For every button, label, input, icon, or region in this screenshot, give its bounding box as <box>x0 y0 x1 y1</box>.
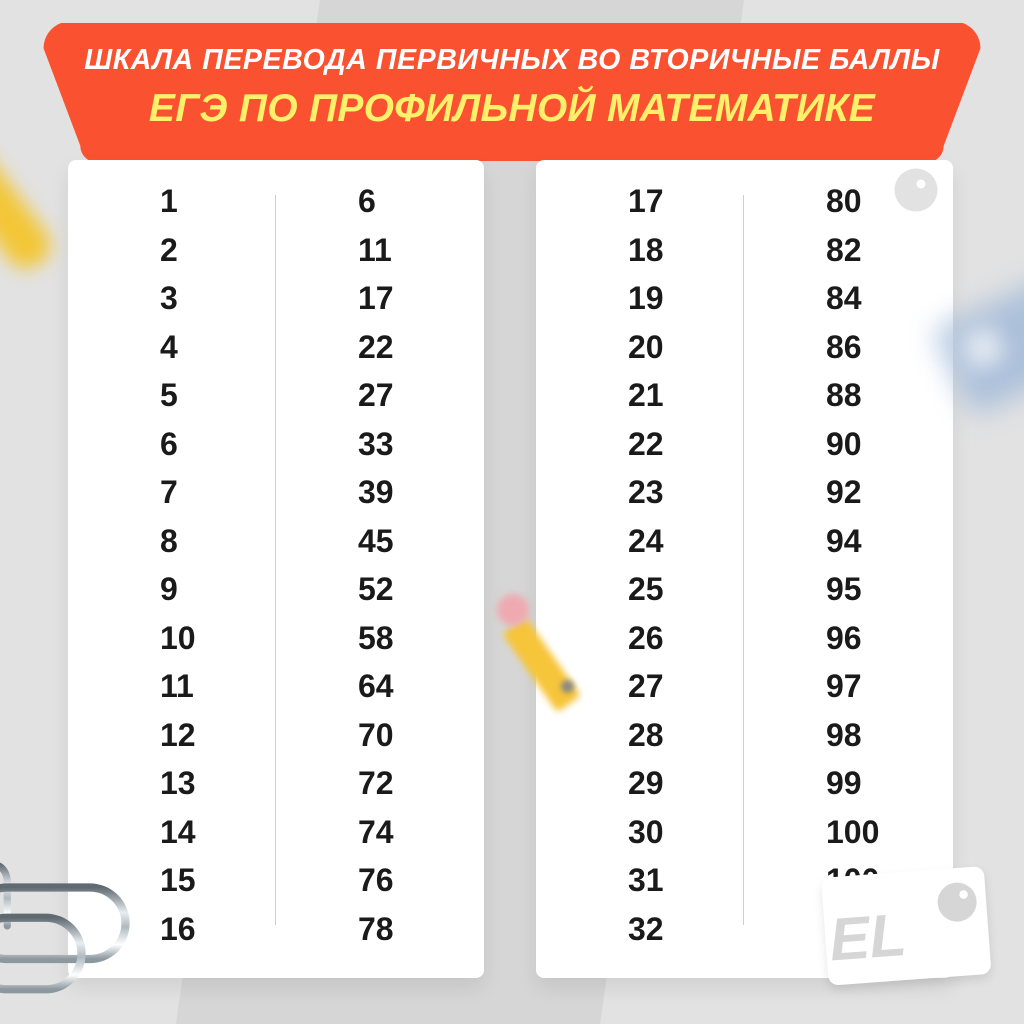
svg-text:EL: EL <box>827 901 908 973</box>
